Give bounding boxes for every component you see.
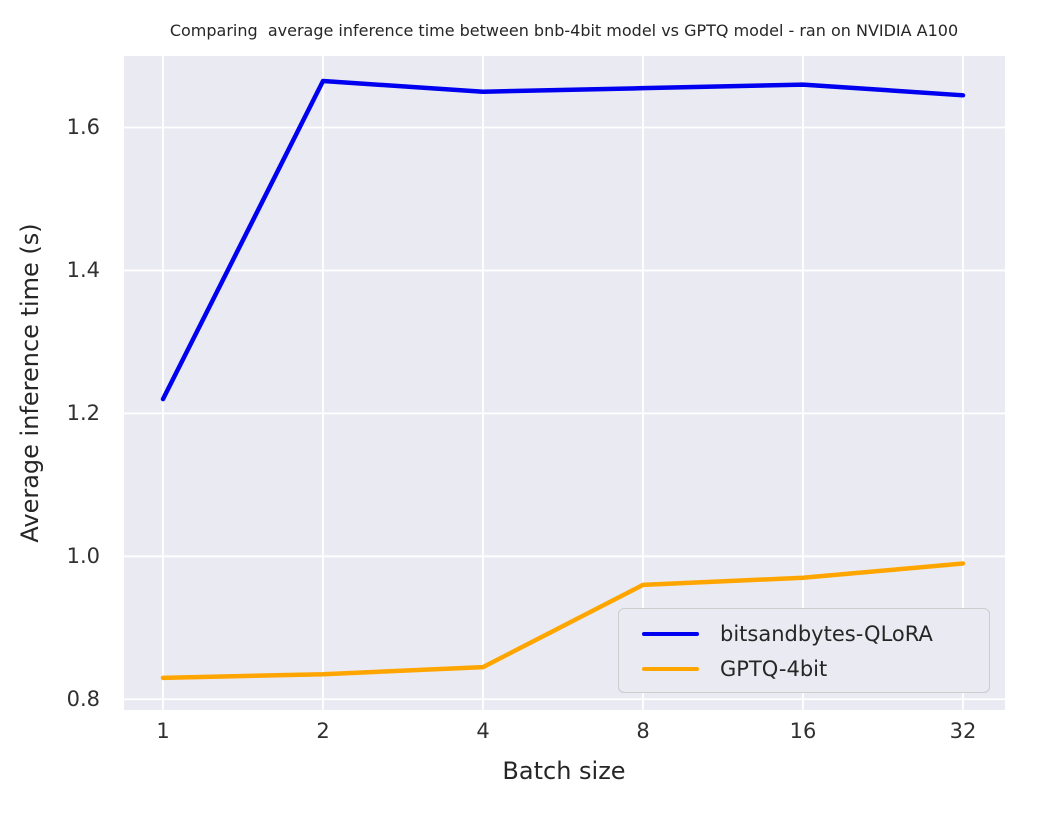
- legend-item: bitsandbytes-QLoRA: [619, 616, 989, 651]
- legend-label: GPTQ-4bit: [720, 656, 828, 681]
- x-tick-label: 8: [636, 719, 650, 743]
- legend-label: bitsandbytes-QLoRA: [720, 621, 933, 646]
- chart-svg: [124, 56, 1005, 710]
- y-tick-label: 1.0: [66, 544, 100, 569]
- legend: bitsandbytes-QLoRA GPTQ-4bit: [618, 608, 990, 693]
- legend-item: GPTQ-4bit: [619, 651, 989, 686]
- y-tick-label: 1.4: [66, 258, 100, 283]
- y-tick-label: 0.8: [66, 687, 100, 712]
- x-tick-label: 2: [316, 719, 330, 743]
- x-axis-label: Batch size: [502, 757, 626, 785]
- plot-area: bitsandbytes-QLoRA GPTQ-4bit: [124, 56, 1005, 710]
- x-tick-label: 1: [156, 719, 170, 743]
- y-tick-label: 1.2: [66, 401, 100, 426]
- legend-line-swatch: [642, 631, 699, 636]
- x-tick-label: 32: [949, 719, 977, 743]
- legend-line-swatch: [642, 666, 699, 671]
- chart-title: Comparing average inference time between…: [169, 21, 959, 40]
- y-tick-label: 1.6: [66, 115, 100, 140]
- series-line-GPTQ-4bit: [160, 561, 966, 681]
- x-tick-label: 4: [476, 719, 490, 743]
- series-line-bitsandbytes-QLoRA: [160, 78, 966, 402]
- x-tick-label: 16: [789, 719, 817, 743]
